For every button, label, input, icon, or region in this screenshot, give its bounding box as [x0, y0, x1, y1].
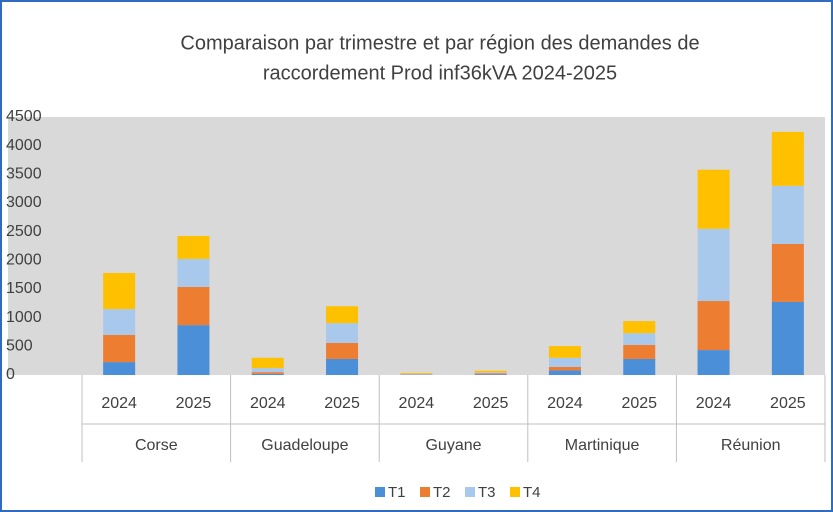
- legend-swatch: [510, 487, 520, 497]
- bar-segment: [771, 131, 804, 186]
- bar-segment: [548, 357, 581, 367]
- y-tick-label: 0: [6, 366, 15, 383]
- group-label: Guyane: [425, 437, 481, 454]
- bar-segment: [623, 358, 656, 375]
- x-tick-label: 2025: [770, 395, 806, 412]
- bar-segment: [103, 334, 136, 363]
- y-tick-label: 3000: [6, 194, 42, 211]
- x-tick-label: 2025: [621, 395, 657, 412]
- bar-segment: [251, 368, 284, 373]
- bar-segment: [177, 325, 210, 375]
- chart-title: raccordement Prod inf36kVA 2024-2025: [263, 62, 617, 84]
- y-tick-label: 4000: [6, 137, 42, 154]
- legend-label: T1: [388, 484, 406, 501]
- bar-segment: [697, 350, 730, 375]
- bar-segment: [326, 323, 359, 343]
- y-tick-label: 2500: [6, 223, 42, 240]
- bar-segment: [548, 370, 581, 375]
- bar-segment: [400, 372, 433, 374]
- bar-segment: [548, 366, 581, 371]
- bar-segment: [474, 374, 507, 375]
- bar-segment: [251, 373, 284, 375]
- x-tick-label: 2024: [696, 395, 732, 412]
- group-label: Martinique: [565, 437, 640, 454]
- bar-segment: [697, 169, 730, 229]
- bar-segment: [474, 372, 507, 374]
- legend-swatch: [420, 487, 430, 497]
- y-tick-label: 1500: [6, 280, 42, 297]
- legend-swatch: [465, 487, 475, 497]
- bar-segment: [548, 346, 581, 358]
- bar-segment: [251, 372, 284, 374]
- plot-area: [8, 117, 825, 375]
- bar-segment: [623, 333, 656, 345]
- y-tick-label: 1000: [6, 309, 42, 326]
- bar-segment: [326, 342, 359, 359]
- bar-segment: [623, 344, 656, 359]
- bar-segment: [697, 228, 730, 302]
- legend-swatch: [375, 487, 385, 497]
- x-tick-label: 2024: [399, 395, 435, 412]
- bar-segment: [103, 309, 136, 335]
- chart-title: Comparaison par trimestre et par région …: [180, 32, 699, 54]
- x-tick-label: 2025: [473, 395, 509, 412]
- bar-segment: [771, 185, 804, 244]
- bar-segment: [474, 370, 507, 373]
- bar-segment: [474, 373, 507, 375]
- bar-segment: [326, 358, 359, 375]
- group-label: Corse: [135, 437, 178, 454]
- bar-segment: [103, 362, 136, 375]
- y-tick-label: 500: [6, 338, 33, 355]
- x-tick-label: 2024: [250, 395, 286, 412]
- bar-segment: [103, 272, 136, 310]
- bar-segment: [771, 301, 804, 375]
- x-tick-label: 2025: [176, 395, 212, 412]
- group-label: Réunion: [721, 437, 781, 454]
- bar-segment: [697, 301, 730, 351]
- x-tick-label: 2025: [324, 395, 360, 412]
- y-tick-label: 4500: [6, 108, 42, 125]
- bar-segment: [177, 258, 210, 287]
- bar-segment: [326, 306, 359, 324]
- legend-label: T4: [523, 484, 541, 501]
- bar-segment: [771, 243, 804, 302]
- x-tick-label: 2024: [547, 395, 583, 412]
- x-tick-label: 2024: [101, 395, 137, 412]
- bar-segment: [177, 286, 210, 326]
- y-tick-label: 3500: [6, 166, 42, 183]
- group-label: Guadeloupe: [261, 437, 348, 454]
- bar-segment: [623, 321, 656, 334]
- legend-label: T3: [478, 484, 496, 501]
- bar-segment: [251, 357, 284, 369]
- legend-label: T2: [433, 484, 451, 501]
- y-tick-label: 2000: [6, 252, 42, 269]
- bar-segment: [177, 235, 210, 259]
- bar-segment: [400, 373, 433, 375]
